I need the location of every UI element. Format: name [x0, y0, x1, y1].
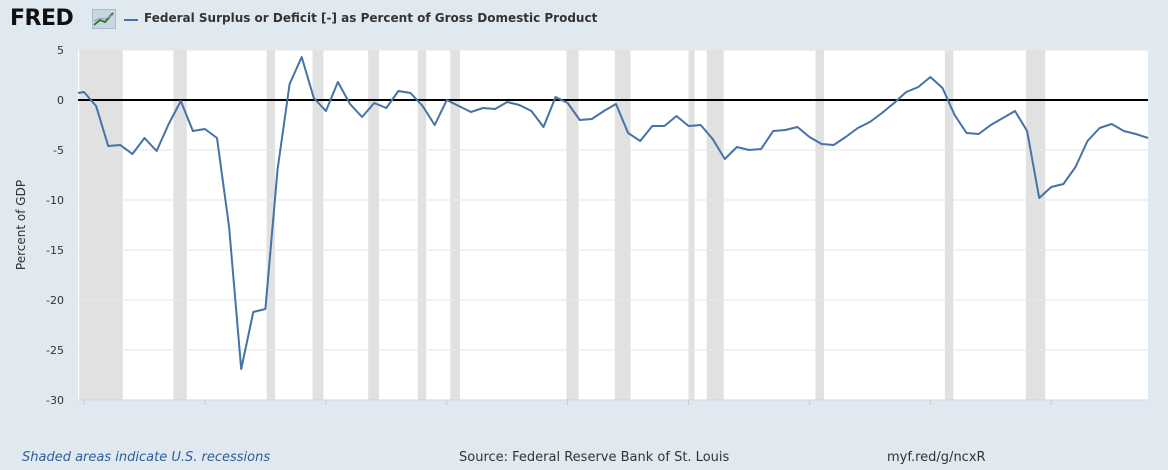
recession-band	[450, 50, 461, 400]
short-url-link[interactable]: myf.red/g/ncxR	[887, 450, 986, 465]
recession-bands	[79, 50, 1046, 400]
fred-logo[interactable]: FRED	[10, 6, 74, 31]
y-tick-label: -30	[46, 394, 64, 407]
recession-band	[566, 50, 579, 400]
recession-band	[368, 50, 380, 400]
recession-band	[266, 50, 276, 400]
recession-band	[706, 50, 724, 400]
y-tick-label: -5	[53, 144, 64, 157]
recession-band	[944, 50, 954, 400]
recession-band	[688, 50, 695, 400]
legend-swatch	[124, 19, 138, 21]
recession-band	[312, 50, 324, 400]
recession-band	[417, 50, 427, 400]
y-tick-label: -15	[46, 244, 64, 257]
y-axis-ticks: 5 0 -5 -10 -15 -20 -25 -30	[46, 44, 64, 407]
series-group	[77, 56, 1149, 370]
recession-band	[1025, 50, 1046, 400]
series-line	[77, 56, 1149, 370]
y-tick-label: -10	[46, 194, 64, 207]
recession-band	[815, 50, 824, 400]
recession-note: Shaded areas indicate U.S. recessions	[22, 450, 271, 465]
legend-series-title[interactable]: Federal Surplus or Deficit [-] as Percen…	[144, 11, 598, 25]
source-credit: Source: Federal Reserve Bank of St. Loui…	[459, 450, 730, 465]
line-graph-icon	[92, 9, 116, 29]
chart-header: FRED Federal Surplus or Deficit [-] as P…	[0, 0, 1168, 40]
x-axis-ticks: 193019401950196019701980199020002010	[78, 399, 1148, 405]
recession-band	[173, 50, 187, 400]
plot-area	[78, 50, 1148, 400]
y-tick-label: 0	[57, 94, 64, 107]
recession-band	[79, 50, 123, 400]
y-tick-label: -25	[46, 344, 64, 357]
y-tick-label: -20	[46, 294, 64, 307]
line-chart: 5 0 -5 -10 -15 -20 -25 -30 19301940195019601970…	[14, 44, 1149, 407]
y-tick-label: 5	[57, 44, 64, 57]
recession-band	[614, 50, 631, 400]
y-axis-label: Percent of GDP	[14, 180, 28, 270]
